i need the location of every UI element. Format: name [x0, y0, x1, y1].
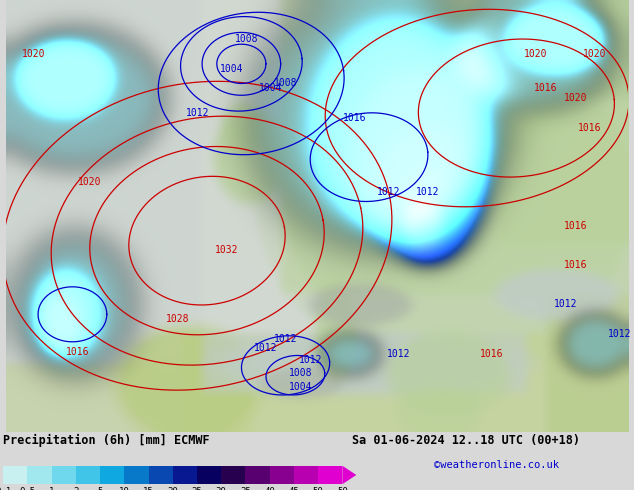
Text: 1016: 1016 — [65, 346, 89, 357]
Text: 30: 30 — [216, 487, 226, 490]
Text: 1008: 1008 — [274, 78, 297, 89]
Text: 1020: 1020 — [564, 93, 587, 103]
Bar — [148, 466, 172, 484]
Bar — [124, 466, 148, 484]
Text: 2: 2 — [73, 487, 79, 490]
Bar — [3, 466, 27, 484]
Text: 1012: 1012 — [254, 343, 278, 353]
Text: 1012: 1012 — [185, 108, 209, 118]
Text: 50: 50 — [313, 487, 323, 490]
Text: 1004: 1004 — [220, 64, 243, 74]
Bar — [27, 466, 51, 484]
Text: 1016: 1016 — [534, 83, 558, 94]
Text: 10: 10 — [119, 487, 130, 490]
Text: 35: 35 — [240, 487, 251, 490]
Text: 1032: 1032 — [215, 245, 238, 255]
Text: 1020: 1020 — [583, 49, 607, 59]
Text: 1020: 1020 — [77, 177, 101, 187]
Text: 1012: 1012 — [274, 334, 297, 344]
Text: 1012: 1012 — [377, 187, 401, 196]
Text: 40: 40 — [264, 487, 275, 490]
Bar — [245, 466, 269, 484]
Bar — [76, 466, 100, 484]
Text: 1012: 1012 — [299, 355, 322, 366]
Text: 0.1: 0.1 — [0, 487, 11, 490]
Text: 50: 50 — [337, 487, 347, 490]
Text: 1016: 1016 — [564, 221, 587, 231]
Text: 20: 20 — [167, 487, 178, 490]
Text: 1008: 1008 — [235, 34, 258, 44]
Text: 1016: 1016 — [564, 260, 587, 270]
Text: 1004: 1004 — [259, 83, 283, 94]
Text: 1012: 1012 — [417, 187, 440, 196]
Text: 1012: 1012 — [608, 329, 631, 339]
Text: 1016: 1016 — [578, 122, 602, 133]
Bar — [100, 466, 124, 484]
Text: 1004: 1004 — [288, 382, 312, 392]
Text: Sa 01-06-2024 12..18 UTC (00+18): Sa 01-06-2024 12..18 UTC (00+18) — [352, 434, 580, 447]
Bar — [318, 466, 342, 484]
Bar — [51, 466, 76, 484]
Bar — [172, 466, 197, 484]
Text: 1016: 1016 — [342, 113, 366, 123]
Bar — [294, 466, 318, 484]
Text: 1012: 1012 — [387, 348, 410, 359]
Text: 1: 1 — [49, 487, 55, 490]
Text: 0.5: 0.5 — [19, 487, 36, 490]
Text: ©weatheronline.co.uk: ©weatheronline.co.uk — [434, 460, 559, 470]
Bar — [269, 466, 294, 484]
Bar — [221, 466, 245, 484]
Text: Precipitation (6h) [mm] ECMWF: Precipitation (6h) [mm] ECMWF — [3, 434, 210, 447]
Text: 25: 25 — [191, 487, 202, 490]
Text: 45: 45 — [288, 487, 299, 490]
Text: 1012: 1012 — [553, 299, 577, 310]
Text: 15: 15 — [143, 487, 154, 490]
Text: 1008: 1008 — [288, 368, 312, 378]
Text: 1016: 1016 — [480, 348, 503, 359]
Polygon shape — [342, 466, 356, 484]
Bar — [197, 466, 221, 484]
Text: 1028: 1028 — [165, 314, 190, 324]
Text: 1020: 1020 — [22, 49, 45, 59]
Text: 1020: 1020 — [524, 49, 548, 59]
Text: 5: 5 — [98, 487, 103, 490]
